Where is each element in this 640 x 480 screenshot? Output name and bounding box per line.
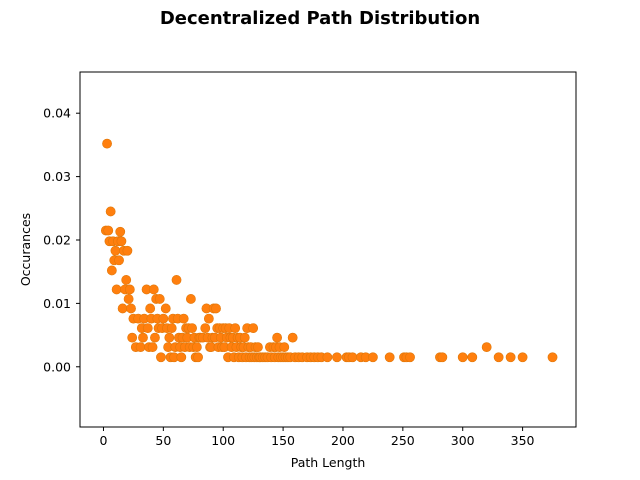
- data-point: [115, 226, 126, 237]
- data-point: [547, 352, 558, 363]
- x-tick-label: 350: [511, 433, 535, 448]
- data-point: [505, 352, 516, 363]
- data-point: [287, 332, 298, 343]
- data-point: [405, 352, 415, 363]
- data-point: [384, 352, 395, 363]
- data-point: [124, 284, 135, 295]
- y-tick-label: 0.00: [43, 359, 71, 374]
- data-point: [279, 342, 290, 353]
- data-point: [368, 352, 378, 363]
- data-point: [200, 323, 211, 334]
- data-point: [332, 352, 342, 363]
- data-point: [203, 313, 214, 324]
- data-point: [248, 323, 259, 334]
- data-point: [154, 294, 165, 304]
- data-point: [164, 332, 175, 343]
- data-point: [187, 323, 197, 334]
- data-point: [135, 342, 146, 353]
- data-point: [147, 342, 158, 353]
- x-tick-label: 150: [271, 433, 295, 448]
- data-point: [121, 275, 132, 285]
- data-point: [158, 313, 169, 324]
- data-point: [114, 255, 124, 266]
- y-tick-label: 0.01: [43, 296, 71, 311]
- data-point: [211, 303, 221, 314]
- data-point: [160, 303, 171, 314]
- y-tick-label: 0.04: [43, 106, 71, 121]
- data-point: [193, 352, 203, 363]
- x-tick-label: 200: [331, 433, 355, 448]
- data-point: [176, 352, 187, 363]
- data-point: [148, 284, 159, 295]
- data-point: [145, 303, 156, 314]
- data-point: [166, 323, 177, 334]
- x-tick-label: 300: [451, 433, 475, 448]
- data-point: [111, 284, 122, 295]
- data-point: [103, 225, 114, 236]
- data-point: [517, 352, 528, 363]
- data-point: [105, 206, 116, 217]
- data-point: [230, 323, 241, 334]
- x-axis-ticks: 0 50 100 150 200 250 300 350: [99, 427, 535, 448]
- data-point: [178, 313, 189, 324]
- data-point: [122, 245, 133, 256]
- data-point: [117, 303, 128, 314]
- y-axis-ticks: 0.00 0.01 0.02 0.03 0.04: [43, 106, 80, 374]
- data-point: [493, 352, 504, 363]
- data-point: [138, 332, 148, 343]
- data-point: [467, 352, 478, 363]
- data-point: [185, 294, 196, 304]
- data-point: [272, 332, 283, 343]
- data-point: [110, 245, 121, 256]
- x-tick-label: 50: [155, 433, 171, 448]
- data-point: [171, 275, 182, 285]
- data-point: [116, 236, 127, 247]
- y-tick-label: 0.03: [43, 169, 71, 184]
- data-point: [106, 265, 117, 276]
- data-point: [127, 332, 138, 343]
- data-point: [126, 303, 136, 314]
- x-tick-label: 100: [211, 433, 235, 448]
- data-point: [123, 294, 134, 304]
- x-axis-label: Path Length: [291, 455, 366, 470]
- data-point: [239, 332, 250, 343]
- data-point: [437, 352, 448, 363]
- data-point: [191, 342, 202, 353]
- x-tick-label: 0: [99, 433, 107, 448]
- x-tick-label: 250: [391, 433, 415, 448]
- data-point: [150, 332, 160, 343]
- data-point: [347, 352, 358, 363]
- data-point: [156, 352, 166, 363]
- data-point: [253, 342, 263, 353]
- plot-area: [79, 71, 577, 428]
- y-tick-label: 0.02: [43, 232, 71, 247]
- y-axis-label: Occurances: [18, 213, 33, 286]
- plot-border: [79, 71, 577, 428]
- data-point: [457, 352, 468, 363]
- data-point: [481, 342, 492, 353]
- data-point: [102, 138, 112, 149]
- data-point: [322, 352, 333, 363]
- data-points: [100, 138, 558, 363]
- data-point: [142, 323, 153, 334]
- chart-title: Decentralized Path Distribution: [160, 8, 480, 29]
